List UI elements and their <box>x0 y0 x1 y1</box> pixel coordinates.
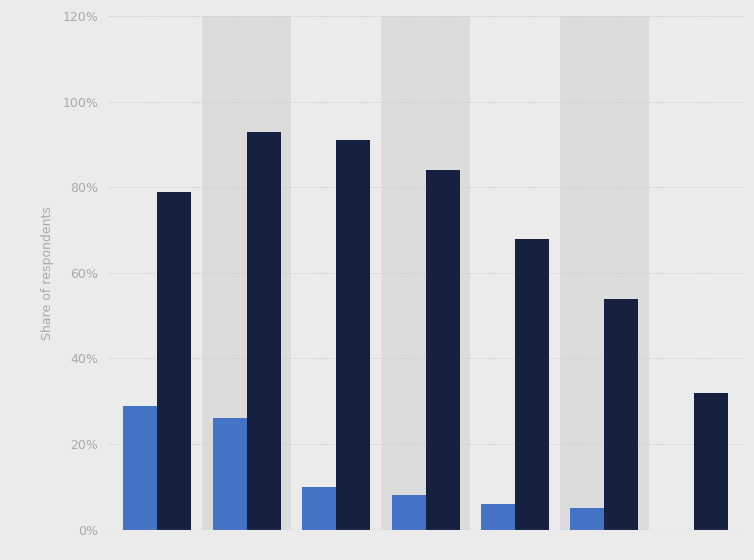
Bar <box>213 418 247 530</box>
Bar <box>158 192 192 530</box>
Bar <box>336 140 370 530</box>
Bar <box>425 170 459 530</box>
Bar <box>302 487 336 530</box>
Bar <box>481 504 515 530</box>
Bar <box>202 16 292 530</box>
Bar <box>247 132 280 530</box>
Bar <box>124 405 158 530</box>
Y-axis label: Share of respondents: Share of respondents <box>41 206 54 340</box>
Bar <box>694 393 728 530</box>
Bar <box>381 16 470 530</box>
Bar <box>559 16 649 530</box>
Bar <box>515 239 549 530</box>
Bar <box>604 298 639 530</box>
Bar <box>570 508 604 530</box>
Bar <box>391 496 425 530</box>
